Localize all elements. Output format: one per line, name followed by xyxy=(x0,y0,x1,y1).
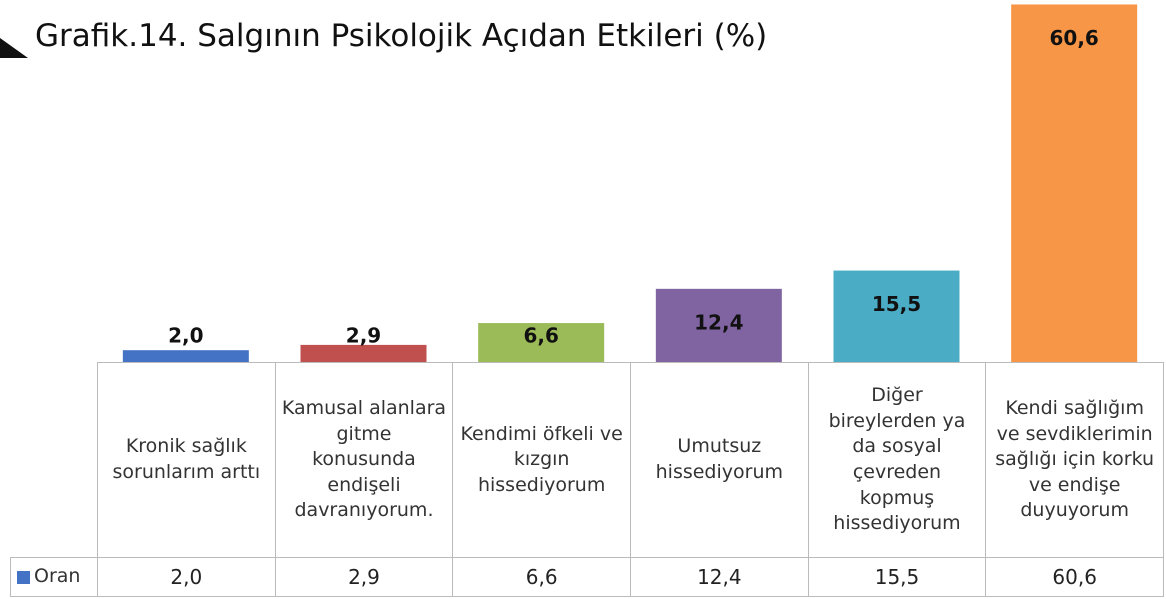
category-cell: Kendi sağlığım ve sevdiklerimin sağlığı … xyxy=(985,362,1164,558)
table-value: 15,5 xyxy=(807,557,987,597)
bar xyxy=(478,323,605,362)
category-cell: Kendimi öfkeli ve kızgın hissediyorum xyxy=(452,362,631,558)
legend-swatch xyxy=(17,570,30,584)
category-cell: Kamusal alanlara gitme konusunda endişel… xyxy=(274,362,454,558)
value-label: 2,9 xyxy=(346,324,381,348)
value-label: 60,6 xyxy=(1049,26,1098,50)
chart-title: Grafik.14. Salgının Psikolojik Açıdan Et… xyxy=(35,18,768,54)
legend-label: Oran xyxy=(34,565,81,588)
bar xyxy=(1011,4,1138,363)
table-value: 2,9 xyxy=(274,557,454,597)
category-cell: Diğer bireylerden ya da sosyal çevreden … xyxy=(807,362,987,558)
legend-cell: Oran xyxy=(10,557,98,597)
bar xyxy=(655,288,782,362)
table-value: 12,4 xyxy=(630,557,809,597)
bar xyxy=(833,270,960,362)
value-label: 2,0 xyxy=(168,324,203,348)
value-label: 15,5 xyxy=(872,292,921,316)
title-marker xyxy=(0,38,28,58)
category-cell: Kronik sağlık sorunlarım arttı xyxy=(97,362,276,558)
table-value: 60,6 xyxy=(985,557,1164,597)
bar xyxy=(122,350,249,362)
bar xyxy=(300,344,427,362)
table-value: 6,6 xyxy=(452,557,631,597)
category-cell: Umutsuz hissediyorum xyxy=(630,362,809,558)
table-value: 2,0 xyxy=(97,557,276,597)
value-label: 6,6 xyxy=(523,324,558,348)
value-label: 12,4 xyxy=(694,310,743,334)
